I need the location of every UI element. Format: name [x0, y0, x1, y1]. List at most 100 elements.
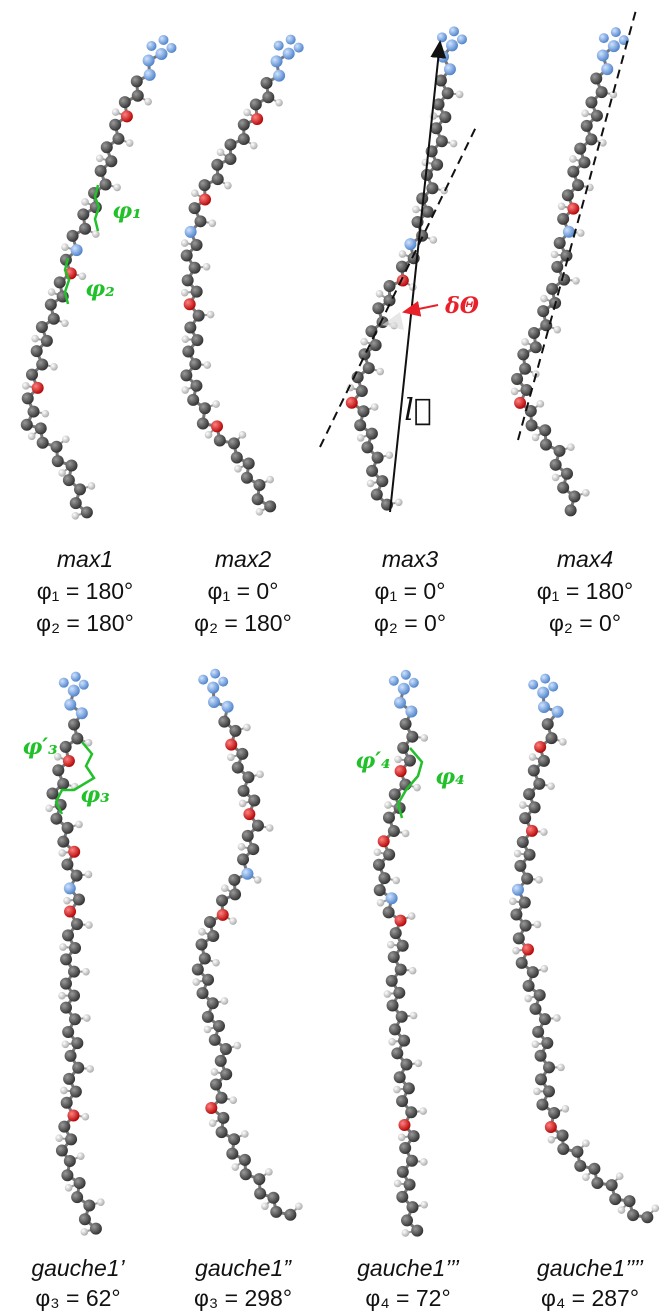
atom — [520, 920, 532, 932]
atom — [189, 262, 201, 274]
atom — [64, 699, 76, 711]
atom — [189, 202, 201, 214]
hydrogen-atom — [509, 898, 517, 906]
atom — [539, 424, 551, 436]
atom — [526, 825, 538, 837]
atom — [241, 868, 253, 880]
hydrogen-atom — [88, 482, 96, 490]
hydrogen-atom — [532, 1040, 540, 1048]
atom — [371, 488, 383, 500]
atom — [51, 441, 63, 453]
hydrogen-atom — [181, 289, 189, 297]
angle-value: φ₂ = 0° — [374, 610, 446, 636]
atom — [538, 755, 550, 767]
atom — [641, 1211, 653, 1223]
atom — [363, 362, 375, 374]
hydrogen-atom — [582, 1173, 590, 1181]
atom — [57, 836, 69, 848]
hydrogen-atom — [387, 941, 395, 949]
atom — [366, 465, 378, 477]
atom — [224, 153, 236, 165]
atom — [546, 732, 558, 744]
atom — [66, 459, 78, 471]
atom — [45, 299, 57, 311]
hydrogen-atom — [204, 1026, 212, 1034]
fluorine-atom — [437, 32, 447, 42]
atom — [527, 966, 539, 978]
atom — [31, 345, 43, 357]
atom — [389, 1023, 401, 1035]
atom — [214, 434, 226, 446]
atom — [236, 748, 248, 760]
atom — [187, 394, 199, 406]
atom — [373, 859, 385, 871]
conformer-name: gauche1’’’’ — [537, 1255, 644, 1281]
atom — [36, 321, 48, 333]
atom — [182, 274, 194, 286]
hydrogen-atom — [198, 928, 206, 936]
hydrogen-atom — [534, 921, 542, 929]
atom — [71, 918, 83, 930]
molecule — [192, 669, 303, 1221]
atom — [522, 943, 534, 955]
atom — [70, 1086, 82, 1098]
hydrogen-atom — [58, 469, 66, 477]
atom — [396, 1011, 408, 1023]
hydrogen-atom — [203, 361, 211, 369]
atom — [100, 178, 112, 190]
hydrogen-atom — [81, 198, 89, 206]
hydrogen-atom — [394, 756, 402, 764]
atom — [207, 682, 219, 694]
atom — [528, 327, 540, 339]
fluorine-atom — [158, 35, 168, 45]
atom — [243, 457, 255, 469]
hydrogen-atom — [254, 876, 262, 884]
hydrogen-atom — [256, 508, 264, 516]
hydrogen-atom — [392, 877, 400, 885]
hydrogen-atom — [42, 410, 50, 418]
atom — [224, 139, 236, 151]
hydrogen-atom — [221, 884, 229, 892]
hydrogen-atom — [112, 108, 120, 116]
atom — [542, 718, 554, 730]
atom — [64, 905, 76, 917]
atom — [239, 1154, 251, 1166]
atom — [557, 213, 569, 225]
atom — [64, 1155, 76, 1167]
atom — [237, 853, 249, 865]
hydrogen-atom — [82, 968, 90, 976]
fluorine-atom — [294, 43, 304, 53]
hydrogen-atom — [83, 1014, 91, 1022]
hydrogen-atom — [374, 848, 382, 856]
hydrogen-atom — [554, 326, 562, 334]
atom — [557, 1129, 569, 1141]
atom — [191, 286, 203, 298]
atom — [22, 392, 34, 404]
hydrogen-atom — [557, 1064, 565, 1072]
atom — [346, 397, 358, 409]
atom — [283, 48, 295, 60]
atom — [510, 908, 522, 920]
atom — [191, 239, 203, 251]
atom — [395, 765, 407, 777]
hydrogen-atom — [533, 1088, 541, 1096]
atom — [73, 893, 85, 905]
hydrogen-atom — [65, 1184, 73, 1192]
conformer-name: gauche1” — [195, 1255, 292, 1281]
hydrogen-atom — [540, 965, 548, 973]
hydrogen-atom — [456, 91, 464, 99]
hydrogen-atom — [221, 997, 229, 1005]
atom — [399, 1142, 411, 1154]
hydrogen-atom — [376, 290, 384, 298]
atom — [253, 1173, 265, 1185]
hydrogen-atom — [144, 98, 152, 106]
angle-value: φ₃ = 298° — [194, 1285, 292, 1311]
atom — [557, 1143, 569, 1155]
atom — [398, 683, 410, 695]
conformer-name: max3 — [382, 546, 438, 572]
hydrogen-atom — [552, 474, 560, 482]
hydrogen-atom — [377, 899, 385, 907]
atom — [204, 916, 216, 928]
hydrogen-atom — [85, 921, 93, 929]
atom — [60, 741, 72, 753]
